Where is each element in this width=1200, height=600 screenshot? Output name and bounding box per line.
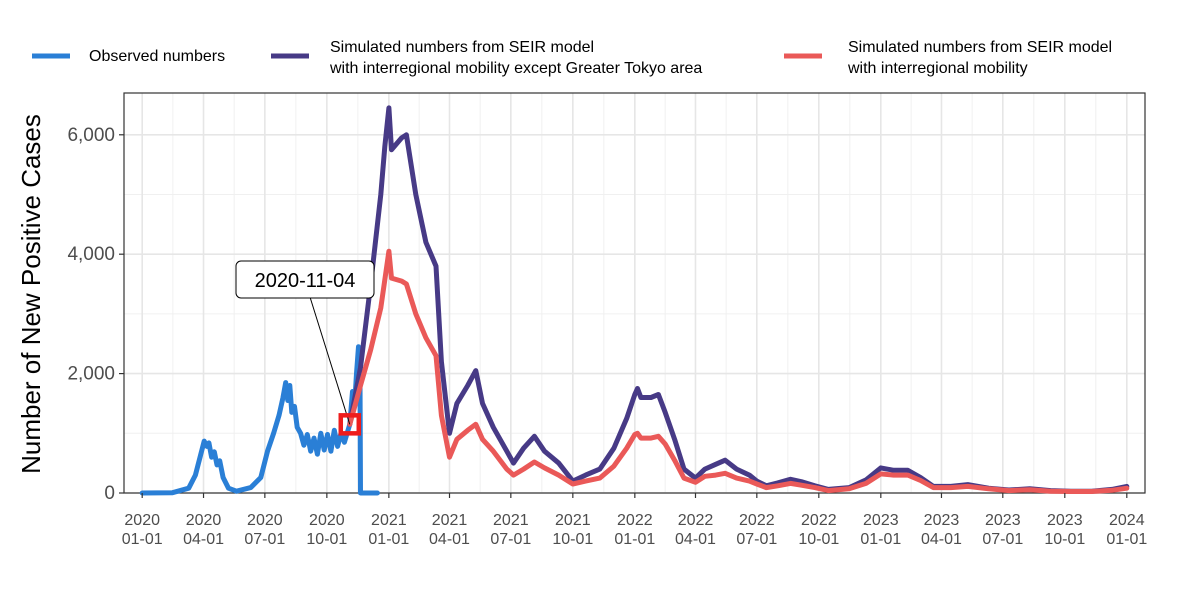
annotation-label: 2020-11-04 bbox=[255, 270, 356, 292]
x-tick-label-monthday: 07-01 bbox=[244, 531, 285, 548]
x-tick-label-monthday: 04-01 bbox=[429, 531, 470, 548]
annotation-layer: 2020-11-04 bbox=[235, 260, 375, 436]
x-tick-label-year: 2020 bbox=[124, 512, 160, 529]
x-tick-label-year: 2021 bbox=[371, 512, 407, 529]
seir-mobility-series-line bbox=[347, 248, 1130, 494]
legend-item-observed: Observed numbers bbox=[32, 48, 225, 65]
x-tick-label-year: 2020 bbox=[309, 512, 345, 529]
x-tick-label-monthday: 04-01 bbox=[921, 531, 962, 548]
x-tick-label-monthday: 10-01 bbox=[798, 531, 839, 548]
x-tick-label-monthday: 10-01 bbox=[1044, 531, 1085, 548]
x-tick-label-year: 2020 bbox=[186, 512, 222, 529]
legend: Observed numbers Simulated numbers from S… bbox=[32, 39, 1112, 77]
x-tick-label-monthday: 04-01 bbox=[183, 531, 224, 548]
x-tick-label-monthday: 01-01 bbox=[1106, 531, 1147, 548]
x-tick-label-monthday: 01-01 bbox=[860, 531, 901, 548]
observed-series-line bbox=[139, 344, 380, 496]
legend-label-line2: with interregional mobility bbox=[847, 60, 1028, 77]
x-tick-label-monthday: 01-01 bbox=[122, 531, 163, 548]
x-tick-label-monthday: 10-01 bbox=[306, 531, 347, 548]
x-tick-label-monthday: 01-01 bbox=[614, 531, 655, 548]
x-tick-label-year: 2023 bbox=[1047, 512, 1083, 529]
x-tick-label-monthday: 04-01 bbox=[675, 531, 716, 548]
legend-label-line1: Simulated numbers from SEIR model bbox=[330, 39, 594, 56]
y-tick-label: 2,000 bbox=[67, 364, 115, 385]
series-layer bbox=[139, 105, 1130, 496]
x-tick-label-monthday: 10-01 bbox=[552, 531, 593, 548]
x-tick-label-monthday: 07-01 bbox=[490, 531, 531, 548]
annotation-label-box bbox=[235, 260, 375, 299]
x-tick-label-monthday: 07-01 bbox=[982, 531, 1023, 548]
x-tick-label-year: 2022 bbox=[678, 512, 714, 529]
x-tick-label-year: 2023 bbox=[924, 512, 960, 529]
legend-item-seir-except-tokyo: Simulated numbers from SEIR model with in… bbox=[271, 39, 702, 77]
seir-except-tokyo-series-line bbox=[347, 105, 1130, 494]
x-tick-label-year: 2021 bbox=[493, 512, 529, 529]
y-tick-label: 0 bbox=[104, 483, 115, 504]
x-tick-label-year: 2023 bbox=[985, 512, 1021, 529]
y-tick-label: 6,000 bbox=[67, 125, 115, 146]
x-tick-label-year: 2022 bbox=[617, 512, 653, 529]
x-tick-label-year: 2024 bbox=[1109, 512, 1145, 529]
x-tick-label-year: 2021 bbox=[555, 512, 591, 529]
x-tick-label-year: 2022 bbox=[801, 512, 837, 529]
legend-label-line1: Simulated numbers from SEIR model bbox=[848, 39, 1112, 56]
annotation-marker bbox=[338, 413, 362, 436]
y-axis-title: Number of New Positive Cases bbox=[16, 114, 46, 474]
x-tick-label-year: 2021 bbox=[432, 512, 468, 529]
annotation-leader-line bbox=[309, 296, 351, 425]
legend-label: Observed numbers bbox=[89, 48, 225, 65]
x-tick-label-year: 2020 bbox=[247, 512, 283, 529]
x-axis-ticks: 2020 01-01 2020 04-01 2020 07-01 2020 10-01 2021… bbox=[122, 493, 1147, 548]
x-tick-label-monthday: 07-01 bbox=[736, 531, 777, 548]
legend-label-line2: with interregional mobility except Great… bbox=[329, 60, 702, 77]
x-tick-label-year: 2022 bbox=[739, 512, 775, 529]
legend-item-seir-mobility: Simulated numbers from SEIR model with in… bbox=[784, 39, 1112, 77]
y-axis-ticks: 0 2,000 4,000 6,000 bbox=[67, 125, 124, 504]
x-tick-label-monthday: 01-01 bbox=[368, 531, 409, 548]
y-tick-label: 4,000 bbox=[67, 244, 115, 265]
x-tick-label-year: 2023 bbox=[863, 512, 899, 529]
